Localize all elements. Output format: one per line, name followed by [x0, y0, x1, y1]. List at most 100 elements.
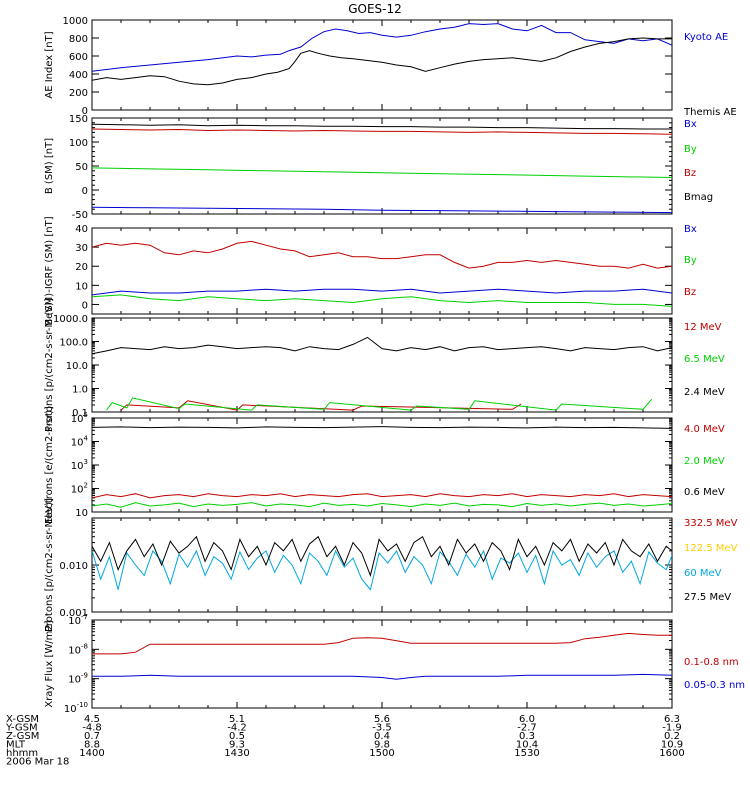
chart-title: GOES-12	[348, 2, 402, 16]
y-tick-label: 400	[69, 70, 88, 81]
series-2-4-mev	[92, 336, 672, 355]
y-tick-label: 102	[71, 482, 88, 496]
series-themis-ae	[92, 37, 672, 86]
y-tick-label: 0.1	[72, 408, 88, 419]
ephemeris-value: 0.2	[664, 731, 680, 742]
series-4-0-mev	[92, 493, 672, 499]
y-axis-label: Protons [p/(cm2-s-sr-MeV)]	[44, 498, 55, 632]
y-axis-label: Electrons [e/(cm2-s-sr)]	[44, 406, 55, 524]
legend-entry: Bz	[684, 168, 696, 179]
legend-entry: Bz	[684, 287, 696, 298]
y-tick-label: 150	[69, 114, 88, 125]
y-tick-label: 104	[71, 435, 89, 449]
y-tick-label: 30	[75, 243, 88, 254]
ephemeris-value: 6.3	[664, 714, 680, 725]
legend-entry: 60 MeV	[684, 568, 722, 579]
ephemeris-value: -3.5	[372, 723, 392, 734]
legend-entry: 0.6 MeV	[684, 487, 725, 498]
y-tick-label: 600	[69, 52, 88, 63]
legend-entry: 2.0 MeV	[684, 456, 725, 467]
panel-frame	[91, 317, 673, 413]
ephemeris-label: X-GSM	[6, 714, 39, 725]
y-axis-label: B (SM) [nT]	[44, 138, 55, 194]
y-tick-exponent: 4	[84, 435, 89, 443]
y-tick-label: 103	[71, 458, 88, 472]
legend-entry: 0.05-0.3 nm	[684, 680, 745, 691]
legend-entry: 122.5 MeV	[684, 543, 738, 554]
series-by	[92, 167, 672, 178]
y-tick-label: 10-8	[68, 642, 88, 656]
legend-entry: 27.5 MeV	[684, 592, 731, 603]
legend-entry: Bmag	[684, 192, 713, 203]
legend-entry: By	[684, 144, 697, 155]
y-tick-label: 0	[82, 106, 88, 117]
series-kyoto-ae	[92, 23, 672, 72]
y-axis-label: AE Index [nT]	[44, 31, 55, 98]
legend-entry: 12 MeV	[684, 322, 722, 333]
y-tick-exponent: 2	[84, 482, 88, 490]
panel-frame	[91, 117, 673, 215]
y-tick-label: 0.010	[59, 561, 88, 572]
y-tick-label: 100.0	[59, 338, 88, 349]
series-bmag	[92, 123, 672, 130]
y-tick-exponent: -7	[81, 613, 88, 621]
series-bz	[92, 128, 672, 135]
ephemeris-value: 9.8	[374, 740, 390, 751]
ephemeris-value: 10.9	[661, 740, 683, 751]
series-bz	[92, 240, 672, 269]
panel-5: 10 102 103 104 105 Electrons [e/(cm2-s-sr)] 4.…	[44, 406, 725, 524]
panel-7: 10-10 10-9 10-8 10-7 Xray Flux [W/m2] 0.1-0.8…	[44, 613, 745, 715]
y-tick-label: 0.001	[59, 608, 88, 619]
ephemeris-value: -1.9	[662, 723, 682, 734]
panel-1: 0 200 400 600 800 1000 AE Index [nT] Kyoto AE Th…	[44, 16, 737, 118]
ephemeris-label: MLT	[6, 740, 26, 751]
series-27-5-mev	[92, 535, 672, 578]
legend-entry: 6.5 MeV	[684, 354, 725, 365]
legend-entry: Bx	[684, 119, 697, 130]
legend-entry: Kyoto AE	[684, 32, 728, 43]
ephemeris-label: Y-GSM	[5, 723, 38, 734]
y-tick-label: 0	[82, 300, 88, 311]
ephemeris-value: 5.6	[374, 714, 390, 725]
ephemeris-value: 1400	[79, 748, 104, 759]
series-0-05-0-3-nm	[92, 673, 672, 680]
date-label: 2006 Mar 18	[6, 757, 69, 768]
ephemeris-value: 1530	[514, 748, 539, 759]
y-tick-label: 100	[69, 138, 88, 149]
y-tick-label: 1.0	[72, 385, 88, 396]
panel-frame	[91, 619, 673, 709]
ephemeris-value: -4.8	[82, 723, 102, 734]
series-6-5-mev	[106, 397, 653, 411]
series-60-mev	[92, 549, 672, 591]
panel-frame	[91, 517, 673, 613]
ephemeris-value: 0.7	[84, 731, 100, 742]
ephemeris-value: -2.7	[517, 723, 537, 734]
panel-frame	[91, 417, 673, 513]
y-tick-label: 10-7	[68, 613, 88, 627]
ephemeris-value: -4.2	[227, 723, 247, 734]
ephemeris-label: Z-GSM	[6, 731, 39, 742]
y-axis-label: Protons [p/(cm2-s-sr-MeV)]	[44, 298, 55, 432]
ephemeris-value: 1430	[224, 748, 249, 759]
panel-frame	[91, 19, 673, 111]
series-2-0-mev	[92, 502, 672, 508]
y-tick-label: 1000	[63, 16, 88, 27]
ephemeris-value: 6.0	[519, 714, 535, 725]
y-tick-exponent: -8	[81, 642, 88, 650]
series-0-6-mev	[92, 426, 672, 429]
y-tick-label: 1000.0	[53, 314, 88, 325]
ephemeris-value: 9.3	[229, 740, 245, 751]
series-bx	[92, 206, 672, 214]
ephemeris-value: 1500	[369, 748, 394, 759]
y-tick-exponent: 3	[84, 458, 88, 466]
y-tick-label: 40	[75, 224, 88, 235]
series-0-1-0-8-nm	[92, 632, 672, 655]
ephemeris-value: 5.1	[229, 714, 245, 725]
y-axis-label: Xray Flux [W/m2]	[44, 620, 55, 707]
panel-3: 0 10 20 30 40 B (SM)-IGRF (SM) [nT] Bx By Bz	[44, 216, 697, 325]
y-tick-label: 10-9	[68, 672, 88, 686]
y-tick-exponent: -10	[77, 701, 88, 709]
